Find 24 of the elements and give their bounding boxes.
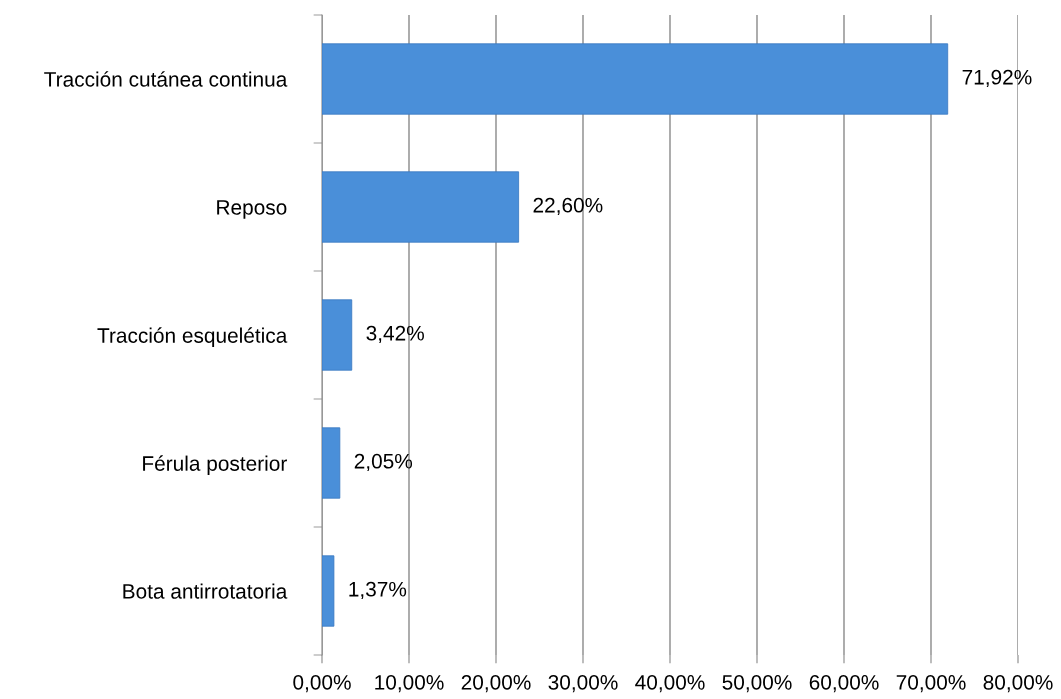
x-tick-label: 40,00% [635,674,705,693]
y-tick-label: Reposo [217,200,287,219]
x-tick-label: 60,00% [809,674,879,693]
bar [322,171,520,243]
y-tick-label: Bota antirrotatoria [123,583,288,599]
bar [322,43,949,115]
bar [322,299,353,371]
data-label: 71,92% [962,69,1032,88]
data-label: 2,05% [354,453,413,472]
x-tick-label: 80,00% [983,674,1053,693]
data-label: 3,42% [366,325,424,344]
x-tick-label: 70,00% [896,674,966,693]
bar [322,555,335,627]
bar [322,427,341,499]
y-tick-label: Tracción cutánea continua [44,71,288,87]
x-tick-label: 20,00% [461,674,531,693]
x-tick-label: 50,00% [722,674,792,693]
x-tick-label: 30,00% [548,674,618,693]
y-tick-label: Férula posterior [143,455,287,475]
data-label: 1,37% [349,581,407,600]
data-label: 22,60% [533,197,603,216]
y-tick-label: Tracción esquelética [97,327,288,347]
x-tick-label: 0,00% [293,674,351,693]
x-tick-label: 10,00% [375,674,444,693]
